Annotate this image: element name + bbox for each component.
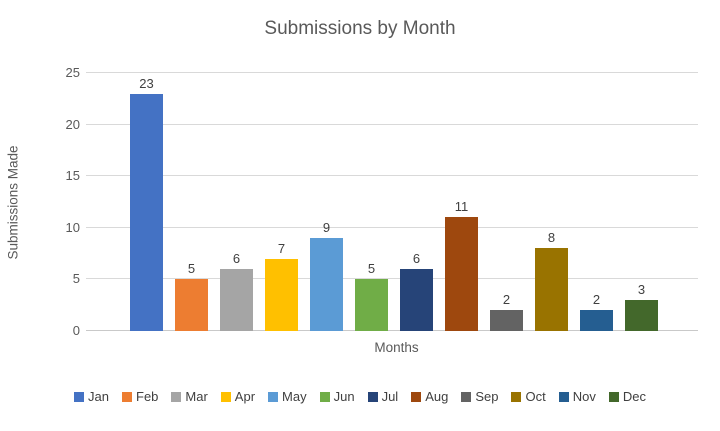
data-label-jul: 6 xyxy=(412,251,421,267)
legend-swatch-icon xyxy=(268,391,279,402)
bar-apr xyxy=(265,258,298,331)
bar-feb xyxy=(175,279,208,331)
legend-item-jul: Jul xyxy=(367,389,399,404)
gridline-layer xyxy=(86,72,698,331)
gridline xyxy=(86,123,698,125)
data-label-aug: 11 xyxy=(454,199,469,215)
data-label-oct: 8 xyxy=(547,230,556,246)
y-tick-label: 15 xyxy=(65,168,80,184)
data-label-jan: 23 xyxy=(139,75,154,91)
legend-swatch-icon xyxy=(461,391,472,402)
legend-swatch-icon xyxy=(411,391,422,402)
legend-swatch-icon xyxy=(511,391,522,402)
y-tick-label: 25 xyxy=(65,65,80,80)
legend-label: Aug xyxy=(425,389,449,404)
data-label-jun: 5 xyxy=(367,261,376,277)
legend-item-aug: Aug xyxy=(411,389,448,404)
legend-item-jan: Jan xyxy=(74,389,109,404)
legend-item-may: May xyxy=(268,389,307,404)
data-label-feb: 5 xyxy=(187,261,196,277)
bar-aug xyxy=(445,217,478,331)
y-tick-label: 0 xyxy=(72,323,80,338)
gridline xyxy=(86,226,698,228)
data-label-nov: 2 xyxy=(592,292,601,308)
y-axis-title: Submissions Made xyxy=(5,145,21,260)
bar-may xyxy=(310,238,343,331)
legend-item-apr: Apr xyxy=(220,389,256,404)
legend-label: Jul xyxy=(381,389,399,404)
legend-swatch-icon xyxy=(367,391,378,402)
legend-swatch-icon xyxy=(319,391,330,402)
legend-label: Dec xyxy=(622,389,646,404)
data-label-mar: 6 xyxy=(232,251,241,267)
y-tick-label: 10 xyxy=(65,219,80,235)
y-tick-label: 5 xyxy=(72,271,80,287)
x-axis-title: Months xyxy=(374,340,419,355)
gridline xyxy=(86,278,698,280)
bar-jul xyxy=(400,269,433,331)
data-label-apr: 7 xyxy=(277,240,286,256)
x-axis-line xyxy=(86,330,698,331)
legend-swatch-icon xyxy=(608,391,619,402)
chart-title: Submissions by Month xyxy=(264,18,456,39)
legend-item-feb: Feb xyxy=(122,389,158,404)
legend-swatch-icon xyxy=(122,391,132,402)
legend-item-jun: Jun xyxy=(319,389,355,404)
legend-swatch-icon xyxy=(74,391,85,402)
legend-item-mar: Mar xyxy=(171,389,208,404)
legend-label: May xyxy=(282,389,307,404)
legend-item-dec: Dec xyxy=(608,389,646,404)
gridline xyxy=(86,175,698,177)
data-label-sep: 2 xyxy=(502,292,511,308)
data-label-dec: 3 xyxy=(637,282,646,298)
bar-jun xyxy=(355,279,388,331)
legend-item-sep: Sep xyxy=(461,389,498,404)
legend-label: Nov xyxy=(572,389,596,404)
legend-swatch-icon xyxy=(220,391,231,402)
chart-legend: Jan Feb Mar Apr May Jun Jul Aug Sep Oct Nov Dec xyxy=(0,389,720,404)
gridline xyxy=(86,72,698,73)
legend-label: Feb xyxy=(136,389,159,404)
legend-label: Mar xyxy=(185,389,208,404)
legend-label: Oct xyxy=(525,389,546,404)
bar-jan xyxy=(130,93,163,331)
legend-label: Sep xyxy=(475,389,499,404)
plot-area: 23 5 6 7 9 5 6 11 2 8 2 3 xyxy=(95,73,698,331)
bar-nov xyxy=(580,310,613,331)
legend-swatch-icon xyxy=(558,391,569,402)
bar-dec xyxy=(625,300,658,331)
bar-mar xyxy=(220,269,253,331)
legend-label: Apr xyxy=(234,389,256,404)
y-tick-label: 20 xyxy=(65,116,80,132)
legend-label: Jan xyxy=(88,389,109,404)
data-label-may: 9 xyxy=(322,220,331,236)
legend-item-nov: Nov xyxy=(558,389,596,404)
bar-sep xyxy=(490,310,523,331)
legend-swatch-icon xyxy=(171,391,182,402)
legend-item-oct: Oct xyxy=(511,389,546,404)
legend-label: Jun xyxy=(333,389,355,404)
bar-oct xyxy=(535,248,568,331)
